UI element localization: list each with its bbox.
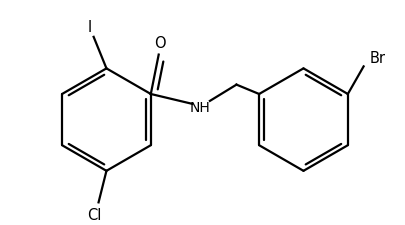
- Text: Cl: Cl: [87, 207, 102, 222]
- Text: O: O: [154, 36, 166, 51]
- Text: NH: NH: [190, 100, 211, 114]
- Text: I: I: [87, 19, 92, 34]
- Text: Br: Br: [369, 51, 386, 66]
